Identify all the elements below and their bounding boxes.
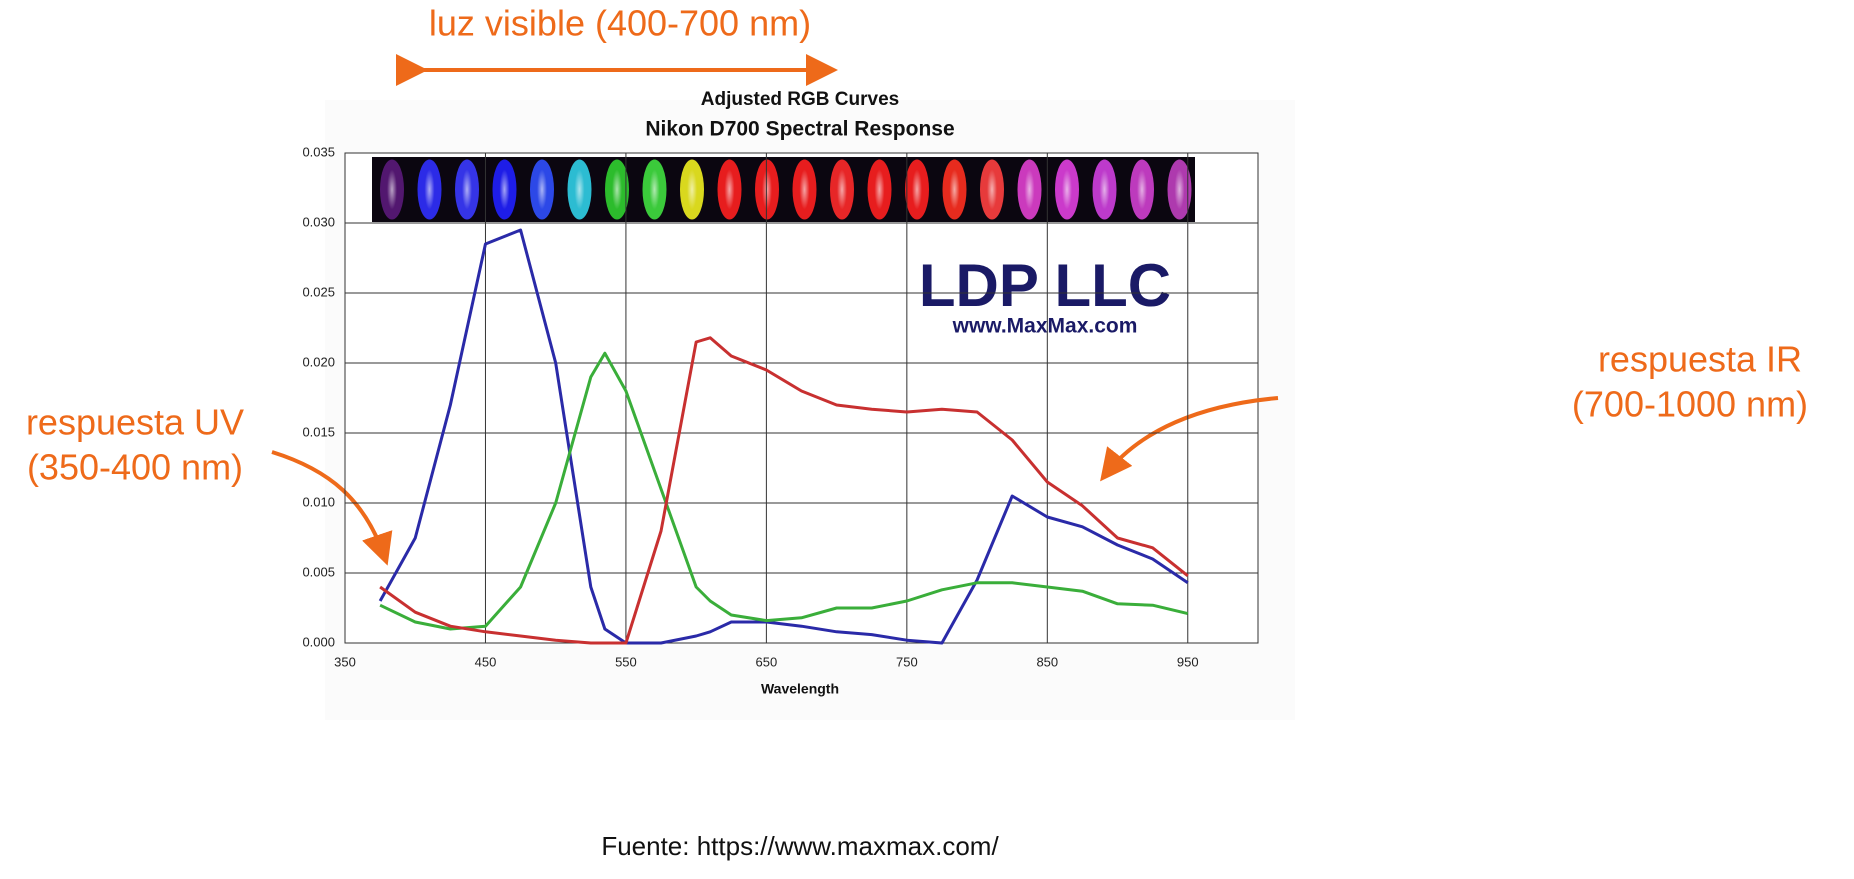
- spectrum-glow: [687, 169, 697, 210]
- spectrum-glow: [574, 169, 585, 210]
- spectrum-glow: [987, 169, 997, 210]
- x-tick-label: 550: [615, 654, 637, 669]
- x-tick-label: 350: [334, 654, 356, 669]
- x-tick-label: 450: [475, 654, 497, 669]
- series-line: [379, 336, 1189, 645]
- ir-label: respuesta IR: [1598, 339, 1802, 380]
- spectrum-glow: [1024, 169, 1035, 210]
- spectrum-glow: [949, 169, 960, 210]
- source: Fuente: https://www.maxmax.com/: [601, 831, 999, 861]
- y-tick-label: 0.005: [302, 564, 335, 579]
- spectrum-glow: [912, 169, 922, 210]
- spectrum-glow: [874, 169, 885, 210]
- ir-arrow: [1100, 396, 1279, 482]
- spectrum-glow: [499, 169, 510, 210]
- plot-area: [344, 152, 1259, 644]
- y-tick-label: 0.010: [302, 494, 335, 509]
- spectrum-glow: [762, 169, 772, 210]
- visible-label: luz visible (400-700 nm): [429, 3, 811, 44]
- uv-label: (350-400 nm): [27, 447, 243, 488]
- spectrum-glow: [649, 169, 660, 210]
- spectrum-glow: [724, 169, 735, 210]
- series-line: [378, 228, 1189, 645]
- spectrum-glow: [799, 169, 810, 210]
- chart-title: Adjusted RGB Curves: [701, 89, 899, 110]
- spectrum-glow: [537, 169, 547, 210]
- x-tick-label: 650: [756, 654, 778, 669]
- y-tick-label: 0.015: [302, 424, 335, 439]
- y-tick-label: 0.035: [302, 144, 335, 159]
- uv-arrow: [271, 450, 393, 566]
- y-tick-label: 0.025: [302, 284, 335, 299]
- spectrum-glow: [424, 169, 435, 210]
- x-tick-label: 950: [1177, 654, 1199, 669]
- spectrum-glow: [1174, 169, 1185, 210]
- spectrum-glow: [462, 169, 472, 210]
- x-axis-label: Wavelength: [761, 681, 839, 697]
- spectrum-glow: [387, 169, 397, 210]
- spectrum-glow: [1062, 169, 1072, 210]
- x-tick-label: 750: [896, 654, 918, 669]
- chart-subtitle: Nikon D700 Spectral Response: [645, 118, 954, 141]
- spectrum-strip: [372, 157, 1195, 222]
- y-tick-label: 0.020: [302, 354, 335, 369]
- spectrum-glow: [1137, 169, 1147, 210]
- uv-label: respuesta UV: [26, 402, 244, 443]
- spectrum-glow: [612, 169, 622, 210]
- x-tick-label: 850: [1036, 654, 1058, 669]
- y-tick-label: 0.000: [302, 634, 335, 649]
- spectrum-glow: [837, 169, 847, 210]
- ir-label: (700-1000 nm): [1572, 384, 1808, 425]
- y-tick-label: 0.030: [302, 214, 335, 229]
- spectrum-glow: [1099, 169, 1110, 210]
- series-line: [379, 351, 1189, 631]
- watermark: LDP LLC: [919, 252, 1171, 319]
- watermark-url: www.MaxMax.com: [952, 315, 1138, 338]
